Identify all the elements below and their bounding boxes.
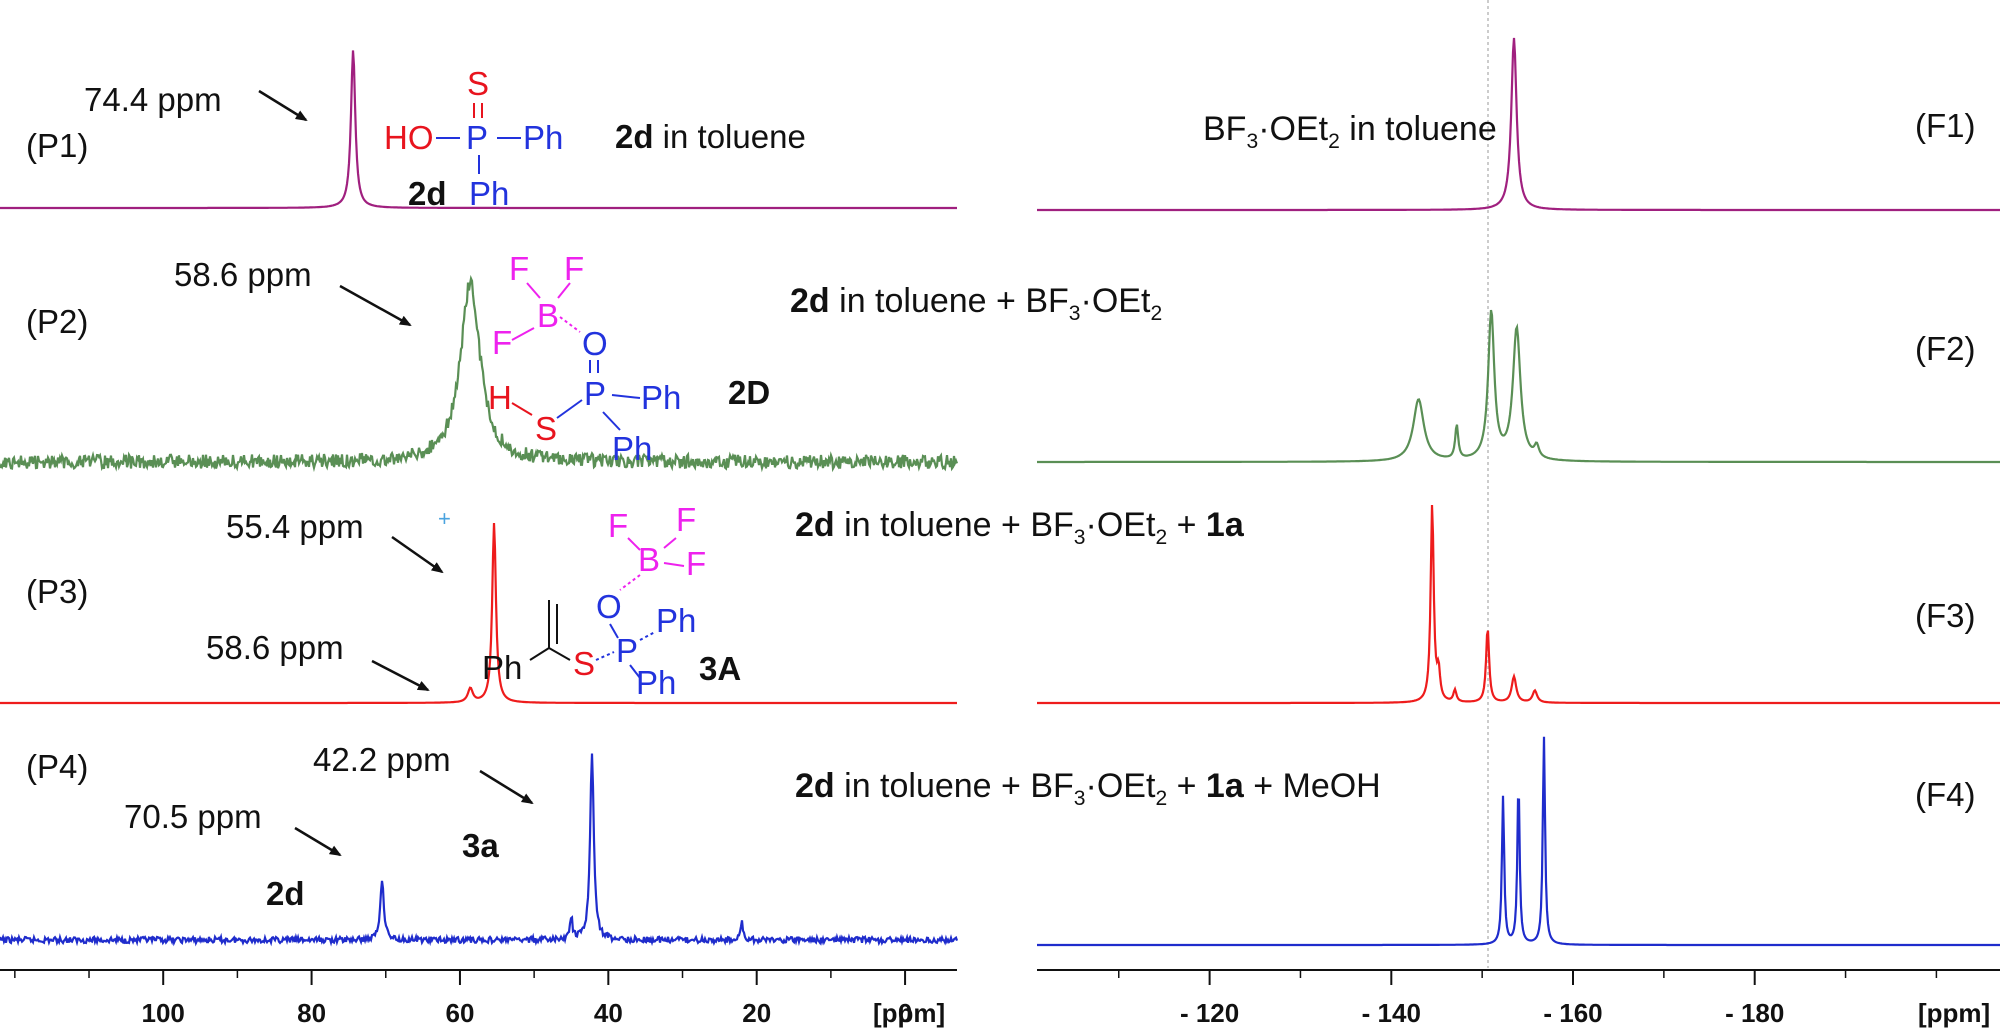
svg-text:F: F — [676, 501, 696, 538]
header-f4: 2d in toluene + BF3·OEt2 + 1a + MeOH — [795, 767, 1381, 810]
svg-text:F: F — [686, 545, 706, 582]
svg-text:B: B — [638, 541, 660, 578]
structure-2D: F F B F O P Ph Ph H S 2D — [488, 250, 770, 467]
svg-text:2D: 2D — [728, 374, 770, 411]
panel-label-p1: (P1) — [26, 127, 88, 164]
spectrum-p4 — [0, 753, 959, 947]
svg-text:F: F — [564, 250, 584, 287]
peak-label-70-5: 70.5 ppm — [124, 798, 262, 835]
svg-text:F: F — [492, 324, 512, 361]
assignment-2d: 2d — [266, 875, 305, 912]
tick-label: 100 — [142, 998, 185, 1028]
arrow-58-6-p3 — [371, 659, 430, 692]
peak-label-42-2: 42.2 ppm — [313, 741, 451, 778]
tick-label: 60 — [445, 998, 474, 1028]
panel-label-f4: (F4) — [1915, 776, 1976, 813]
tick-label: 0 — [898, 998, 912, 1028]
svg-text:P: P — [616, 632, 638, 669]
svg-text:F: F — [608, 507, 628, 544]
s2d-P: P — [466, 119, 488, 156]
arrow-42-2 — [479, 769, 534, 805]
svg-text:S: S — [573, 645, 595, 682]
tick-label: - 180 — [1725, 998, 1784, 1028]
peak-label-55-4: 55.4 ppm — [226, 508, 364, 545]
peak-label-74-4: 74.4 ppm — [84, 81, 222, 118]
header-f1: BF3·OEt2 in toluene — [1203, 110, 1497, 153]
spectrum-f4 — [1037, 736, 2000, 947]
tick-label: - 140 — [1362, 998, 1421, 1028]
spectrum-p2 — [0, 274, 959, 473]
arrow-74-4 — [258, 89, 308, 122]
tick-label: - 120 — [1180, 998, 1239, 1028]
svg-text:B: B — [537, 297, 559, 334]
right-ppm-axis: - 120 - 140 - 160 - 180 — [1037, 969, 2000, 1028]
svg-text:Ph: Ph — [612, 430, 652, 467]
svg-text:S: S — [535, 410, 557, 447]
svg-text:O: O — [582, 325, 608, 362]
svg-text:P: P — [584, 375, 606, 412]
s2d-HO: HO — [384, 119, 434, 156]
arrow-55-4 — [391, 535, 444, 574]
spectrum-p3 — [0, 522, 957, 705]
svg-text:Ph: Ph — [482, 649, 522, 686]
panel-label-f2: (F2) — [1915, 330, 1976, 367]
panel-label-p3: (P3) — [26, 573, 88, 610]
s2d-Ph1: Ph — [523, 119, 563, 156]
s2d-S: S — [467, 65, 489, 102]
structure-2d: S HO P Ph Ph 2d — [384, 65, 563, 212]
left-axis-unit: [ppm] — [873, 998, 945, 1028]
peak-label-58-6-p3: 58.6 ppm — [206, 629, 344, 666]
s2d-Ph2: Ph — [469, 175, 509, 212]
peak-label-58-6-p2: 58.6 ppm — [174, 256, 312, 293]
panel-label-p4: (P4) — [26, 748, 88, 785]
right-axis-unit: [ppm] — [1918, 998, 1990, 1028]
spectrum-f3 — [1037, 504, 2000, 705]
arrow-70-5 — [294, 826, 342, 857]
s2d-name: 2d — [408, 175, 447, 212]
tick-label: 20 — [742, 998, 771, 1028]
tick-label: 40 — [594, 998, 623, 1028]
plus-marker: + — [438, 506, 451, 531]
panel-label-p2: (P2) — [26, 303, 88, 340]
spectrum-f2 — [1037, 309, 2000, 464]
header-f2: 2d in toluene + BF3·OEt2 — [790, 282, 1163, 325]
svg-text:Ph: Ph — [656, 602, 696, 639]
svg-text:F: F — [509, 250, 529, 287]
p1-description: 2d in toluene — [615, 118, 806, 155]
svg-text:Ph: Ph — [636, 664, 676, 701]
panel-label-f3: (F3) — [1915, 597, 1976, 634]
tick-label: - 160 — [1543, 998, 1602, 1028]
svg-text:O: O — [596, 588, 622, 625]
structure-3A: F F B F O P Ph Ph S Ph 3A — [482, 501, 741, 701]
assignment-3a: 3a — [462, 827, 499, 864]
arrow-58-6-p2 — [339, 284, 412, 327]
svg-text:3A: 3A — [699, 650, 741, 687]
tick-label: 80 — [297, 998, 326, 1028]
spectrum-f1 — [1037, 37, 2000, 212]
spectrum-p1 — [0, 50, 957, 210]
svg-text:H: H — [488, 379, 512, 416]
header-f3: 2d in toluene + BF3·OEt2 + 1a — [795, 506, 1244, 549]
panel-gap — [957, 0, 1037, 1032]
panel-label-f1: (F1) — [1915, 107, 1976, 144]
left-ppm-axis: 100 80 60 40 20 0 — [0, 969, 957, 1028]
svg-text:Ph: Ph — [641, 379, 681, 416]
